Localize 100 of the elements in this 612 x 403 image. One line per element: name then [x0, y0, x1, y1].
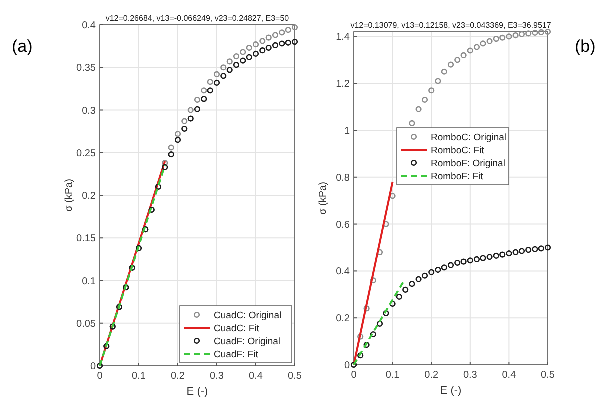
point [435, 78, 442, 84]
point [188, 116, 194, 122]
point [474, 44, 480, 50]
point [518, 31, 526, 38]
point [266, 34, 272, 41]
point [168, 152, 174, 158]
chart-title: v12=0.13079, v13=0.12158, v23=0.043369, E3=36.9517 [350, 21, 552, 30]
point [467, 258, 474, 264]
point [416, 106, 422, 112]
point [226, 58, 233, 65]
point [486, 38, 493, 44]
y-tick-label: 0.25 [76, 148, 96, 160]
point [285, 40, 292, 46]
point [220, 73, 227, 80]
point [233, 62, 240, 68]
legend-label: CuadC: Original [214, 310, 282, 322]
point [279, 30, 286, 36]
point [422, 96, 428, 104]
x-tick-label: 0.1 [132, 371, 146, 382]
legend-label: CuadF: Original [214, 336, 281, 348]
point [292, 39, 298, 46]
point [168, 144, 174, 151]
text: (a) [12, 37, 33, 56]
point [201, 96, 208, 102]
point [538, 29, 544, 36]
point [292, 24, 298, 31]
point [526, 30, 532, 37]
point [493, 252, 500, 260]
y-tick-label: 0.35 [76, 63, 96, 74]
x-tick-label: 0 [97, 371, 104, 382]
point [266, 44, 272, 52]
text: (b) [575, 37, 596, 56]
x-tick-label: 0.2 [171, 371, 186, 382]
point [201, 88, 208, 94]
point [174, 131, 182, 138]
point [260, 48, 266, 54]
y-tick-label: 0.2 [82, 191, 96, 202]
point [506, 34, 512, 40]
point [260, 38, 266, 44]
point [370, 331, 376, 338]
point [448, 62, 454, 68]
point [220, 64, 227, 71]
point [285, 27, 292, 34]
point [182, 118, 188, 124]
y-tick-label: 0 [344, 360, 350, 372]
y-tick-label: 0.6 [336, 220, 350, 231]
point [538, 246, 544, 252]
y-tick-label: 0.3 [82, 106, 96, 117]
y-axis-title: σ (kPa) [64, 179, 75, 212]
y-tick-label: 0.4 [336, 266, 350, 278]
point [428, 269, 435, 276]
point [428, 88, 435, 94]
point [383, 310, 390, 316]
x-tick-label: 0.1 [386, 370, 400, 381]
point [518, 248, 526, 254]
legend-label: RomboC: Original [431, 132, 506, 144]
x-tick-label: 0.3 [463, 370, 478, 381]
legend-label: CuadF: Fit [214, 350, 259, 360]
y-tick-label: 0.4 [82, 20, 96, 32]
point [226, 67, 233, 74]
point [500, 34, 506, 41]
point [454, 57, 461, 64]
point [194, 96, 201, 104]
y-tick-label: 0 [90, 362, 96, 372]
y-tick-label: 0.15 [76, 234, 96, 245]
point [544, 28, 552, 36]
legend-label: RomboC: Fit [431, 146, 485, 156]
y-tick-label: 0.8 [336, 172, 350, 184]
legend-label: RomboF: Fit [431, 172, 484, 182]
point [441, 264, 448, 271]
point [358, 352, 364, 359]
point [480, 40, 486, 47]
point [246, 44, 252, 52]
point [467, 48, 474, 54]
point [233, 53, 240, 60]
y-tick-label: 0.05 [76, 318, 96, 330]
point [240, 49, 246, 56]
point [358, 334, 364, 340]
point [480, 255, 486, 262]
point [416, 276, 422, 282]
y-tick-label: 1.4 [336, 32, 350, 44]
point [486, 254, 493, 260]
x-tick-label: 0.4 [502, 370, 517, 381]
point [493, 36, 500, 42]
point [500, 252, 506, 258]
point [454, 260, 461, 266]
point [376, 249, 384, 256]
y-tick-label: 0.1 [82, 276, 96, 288]
point [532, 246, 538, 252]
point [207, 79, 214, 86]
legend-label: RomboF: Original [431, 158, 506, 170]
point [402, 286, 409, 294]
point [460, 52, 467, 58]
x-tick-label: 0.5 [288, 371, 302, 382]
x-axis-title: E (-) [186, 386, 208, 398]
point [162, 164, 168, 170]
point [252, 50, 260, 58]
y-axis-title: σ (kPa) [318, 182, 329, 215]
point [460, 258, 467, 265]
point [396, 294, 402, 300]
